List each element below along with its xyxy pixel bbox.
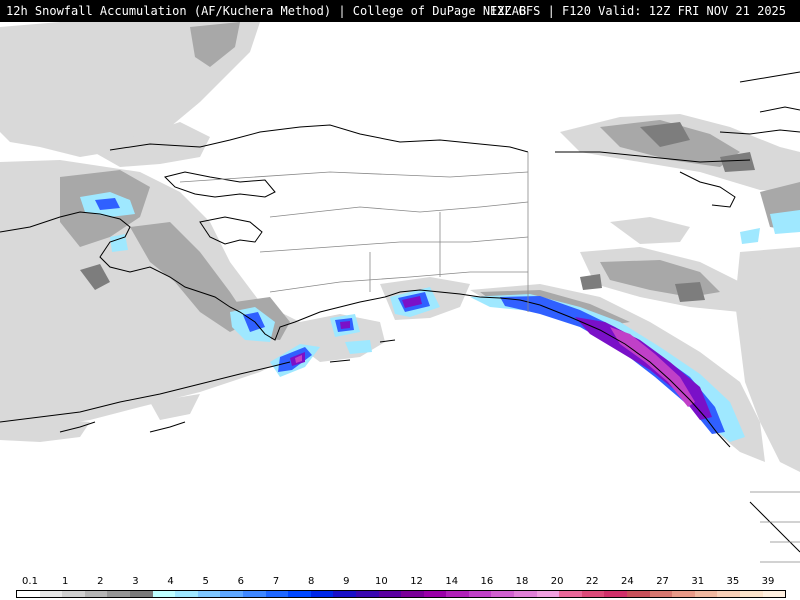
legend-color-cell	[175, 591, 198, 597]
map-header: 12h Snowfall Accumulation (AF/Kuchera Me…	[0, 0, 800, 22]
legend-tick-label: 5	[202, 576, 209, 587]
legend-tick-label: 4	[167, 576, 174, 587]
legend-tick-label: 35	[726, 576, 740, 587]
legend-tick-label: 3	[132, 576, 139, 587]
color-legend: 0.1 1 2 3 4 5 6 7 8 9 10 12 14 16 18 20 22 24 27 31 35 39	[0, 576, 800, 600]
legend-color-cell	[197, 591, 221, 597]
legend-color-cell	[401, 591, 424, 597]
legend-tick-label: 24	[621, 576, 634, 587]
legend-color-cell	[649, 591, 673, 597]
legend-color-cell	[762, 591, 786, 597]
legend-tick-label: 6	[237, 576, 245, 587]
legend-tick-label: 39	[761, 576, 775, 587]
legend-color-cell	[446, 591, 469, 597]
legend-color-cell	[242, 591, 266, 597]
legend-color-cell	[423, 591, 447, 597]
legend-tick-label: 27	[656, 576, 669, 587]
legend-color-cell	[536, 591, 560, 597]
legend-color-cell	[514, 591, 537, 597]
legend-color-cell	[152, 591, 176, 597]
legend-tick-label: 12	[410, 576, 423, 587]
legend-tick-label: 9	[343, 576, 350, 587]
magenta-snow-areas	[295, 327, 695, 407]
model-run-info: 12Z GFS | F120 Valid: 12Z FRI NOV 21 202…	[489, 4, 786, 18]
legend-color-bar	[16, 590, 786, 598]
legend-color-cell	[129, 591, 153, 597]
legend-color-cell	[694, 591, 718, 597]
legend-tick-label: 8	[307, 576, 315, 587]
legend-tick-label: 16	[480, 576, 494, 587]
legend-color-cell	[39, 591, 63, 597]
legend-color-cell	[310, 591, 334, 597]
legend-color-cell	[355, 591, 379, 597]
heavy-snow-areas	[80, 122, 755, 302]
legend-tick-label: 7	[272, 576, 280, 587]
map-title: 12h Snowfall Accumulation (AF/Kuchera Me…	[6, 4, 527, 18]
legend-tick-label: 0.1	[22, 576, 38, 587]
legend-color-cell	[627, 591, 650, 597]
coastlines	[0, 71, 800, 553]
legend-color-cell	[84, 591, 108, 597]
legend-color-cell	[491, 591, 515, 597]
legend-tick-label: 2	[97, 576, 104, 587]
legend-color-cell	[604, 591, 628, 597]
legend-color-cell	[672, 591, 695, 597]
legend-color-cell	[62, 591, 85, 597]
legend-tick-label: 20	[550, 576, 564, 587]
map-canvas	[0, 22, 800, 563]
legend-color-cell	[581, 591, 605, 597]
legend-tick-label: 18	[515, 576, 529, 587]
snowfall-map	[0, 22, 800, 576]
legend-color-cell	[559, 591, 582, 597]
legend-tick-label: 10	[375, 576, 388, 587]
legend-tick-label: 22	[585, 576, 599, 587]
legend-color-cell	[107, 591, 130, 597]
legend-tick-label: 1	[61, 576, 69, 587]
legend-color-cell	[288, 591, 311, 597]
legend-color-cell	[378, 591, 402, 597]
legend-color-cell	[468, 591, 492, 597]
legend-color-cell	[220, 591, 243, 597]
legend-color-cell	[717, 591, 740, 597]
legend-color-cell	[17, 591, 40, 597]
legend-color-cell	[740, 591, 763, 597]
legend-tick-label: 14	[445, 576, 459, 587]
legend-tick-label: 31	[691, 576, 705, 587]
legend-tick-labels: 0.1 1 2 3 4 5 6 7 8 9 10 12 14 16 18 20 22 24 27 31 35 39	[0, 576, 800, 589]
boundaries	[179, 152, 800, 563]
legend-color-cell	[333, 591, 356, 597]
legend-color-cell	[265, 591, 289, 597]
